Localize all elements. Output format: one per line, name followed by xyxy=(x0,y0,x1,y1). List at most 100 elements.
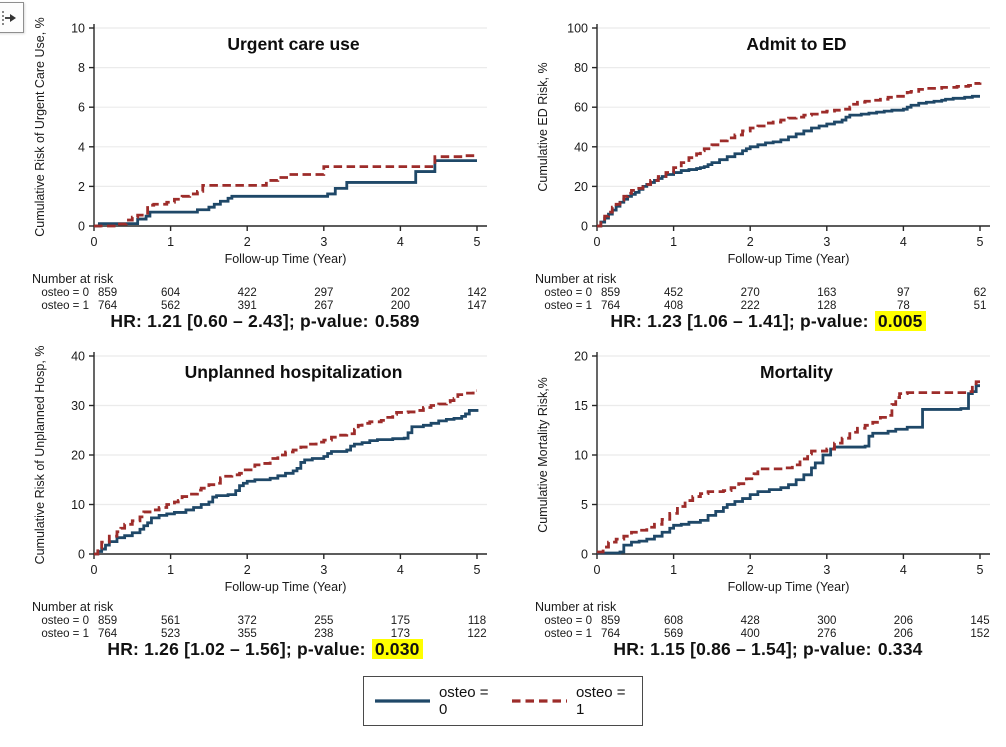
y-tick-label: 8 xyxy=(78,61,85,75)
at-risk-value: 175 xyxy=(391,615,410,627)
x-tick-label: 2 xyxy=(244,235,251,249)
legend-solid-line-icon xyxy=(375,699,430,703)
at-risk-value: 408 xyxy=(664,300,683,312)
y-tick-label: 20 xyxy=(574,180,588,194)
x-axis-label: Follow-up Time (Year) xyxy=(728,580,850,594)
x-tick-label: 1 xyxy=(670,563,677,577)
km-chart-mortality: 0 5 10 15 20 0 1 2 3 4 5 Mortality Cumulative Mortal… xyxy=(535,350,990,640)
at-risk-value: 267 xyxy=(314,300,333,312)
panel-urgent-care-use: 0 2 4 6 8 10 0 1 2 3 4 5 Urgent care use Cumulative R… xyxy=(0,12,503,332)
y-tick-label: 10 xyxy=(574,449,588,463)
at-risk-value: 145 xyxy=(970,615,989,627)
x-axis-label: Follow-up Time (Year) xyxy=(728,252,850,266)
y-tick-label: 0 xyxy=(581,220,588,234)
at-risk-row-label: osteo = 0 xyxy=(544,287,592,299)
number-at-risk-header: Number at risk xyxy=(535,600,617,614)
arrow-glyph xyxy=(2,10,16,25)
at-risk-value: 142 xyxy=(467,287,486,299)
p-value: 0.030 xyxy=(371,639,423,659)
hr-annotation-admit-to-ed: HR: 1.23 [1.06 – 1.41]; p-value: 0.005 xyxy=(533,311,1003,332)
at-risk-value: 222 xyxy=(741,300,760,312)
x-tick-label: 5 xyxy=(474,235,481,249)
x-axis-label: Follow-up Time (Year) xyxy=(225,580,347,594)
x-tick-label: 3 xyxy=(823,235,830,249)
x-tick-label: 1 xyxy=(167,563,174,577)
at-risk-row-label: osteo = 1 xyxy=(41,300,89,312)
x-tick-label: 1 xyxy=(167,235,174,249)
series-line-osteo=1 xyxy=(94,154,477,228)
at-risk-value: 400 xyxy=(741,628,760,640)
y-axis-label: Cumulative Risk of Unplanned Hosp, % xyxy=(33,346,47,565)
hr-text: HR: 1.26 [1.02 – 1.56]; p-value: xyxy=(107,639,366,659)
hr-annotation-mortality: HR: 1.15 [0.86 – 1.54]; p-value: 0.334 xyxy=(533,639,1003,660)
chart-title: Admit to ED xyxy=(746,34,846,54)
chart-title: Urgent care use xyxy=(227,34,360,54)
y-tick-label: 5 xyxy=(581,498,588,512)
legend-item-osteo-0: osteo = 0 xyxy=(374,684,495,718)
at-risk-value: 859 xyxy=(98,615,117,627)
at-risk-value: 51 xyxy=(974,300,987,312)
x-tick-label: 5 xyxy=(977,563,984,577)
at-risk-value: 300 xyxy=(817,615,836,627)
y-axis-label: Cumulative ED Risk, % xyxy=(536,62,550,191)
x-tick-label: 3 xyxy=(823,563,830,577)
at-risk-value: 238 xyxy=(314,628,333,640)
x-tick-label: 2 xyxy=(747,235,754,249)
at-risk-value: 122 xyxy=(467,628,486,640)
y-tick-label: 10 xyxy=(71,498,85,512)
at-risk-value: 604 xyxy=(161,287,181,299)
at-risk-row-label: osteo = 1 xyxy=(544,628,592,640)
x-tick-label: 0 xyxy=(91,563,98,577)
at-risk-value: 276 xyxy=(817,628,836,640)
y-tick-label: 0 xyxy=(581,548,588,562)
at-risk-value: 118 xyxy=(468,615,486,627)
x-tick-label: 0 xyxy=(91,235,98,249)
at-risk-value: 173 xyxy=(391,628,410,640)
y-tick-label: 0 xyxy=(78,548,85,562)
y-tick-label: 10 xyxy=(71,22,85,36)
x-tick-label: 0 xyxy=(594,235,601,249)
at-risk-value: 764 xyxy=(601,300,621,312)
at-risk-row-label: osteo = 1 xyxy=(544,300,592,312)
y-tick-label: 40 xyxy=(71,350,85,364)
km-chart-urgent-care: 0 2 4 6 8 10 0 1 2 3 4 5 Urgent care use Cumulative R… xyxy=(32,17,487,312)
x-tick-label: 4 xyxy=(900,235,907,249)
at-risk-value: 859 xyxy=(98,287,117,299)
at-risk-value: 200 xyxy=(391,300,410,312)
x-tick-label: 3 xyxy=(320,235,327,249)
at-risk-value: 355 xyxy=(238,628,257,640)
hr-annotation-unplanned-hosp: HR: 1.26 [1.02 – 1.56]; p-value: 0.030 xyxy=(30,639,500,660)
at-risk-value: 428 xyxy=(741,615,760,627)
at-risk-value: 206 xyxy=(894,615,913,627)
panel-mortality: 0 5 10 15 20 0 1 2 3 4 5 Mortality Cumulative Mortal… xyxy=(503,340,1006,660)
at-risk-value: 859 xyxy=(601,615,620,627)
x-tick-label: 2 xyxy=(747,563,754,577)
legend-label: osteo = 0 xyxy=(438,684,489,718)
at-risk-value: 128 xyxy=(817,300,836,312)
y-tick-label: 80 xyxy=(574,61,588,75)
y-axis-label: Cumulative Mortality Risk,% xyxy=(536,377,550,533)
at-risk-value: 422 xyxy=(238,287,257,299)
series-line-osteo=1 xyxy=(94,389,477,556)
panel-unplanned-hospitalization: 0 10 20 30 40 0 1 2 3 4 5 Unplanned hospitalization… xyxy=(0,340,503,660)
y-tick-label: 20 xyxy=(71,449,85,463)
series-line-osteo=0 xyxy=(94,408,479,556)
series-line-osteo=0 xyxy=(597,94,980,228)
hr-annotation-urgent-care: HR: 1.21 [0.60 – 2.43]; p-value: 0.589 xyxy=(30,311,500,332)
x-tick-label: 4 xyxy=(900,563,907,577)
series-line-osteo=0 xyxy=(94,159,477,228)
legend: osteo = 0 osteo = 1 xyxy=(363,676,643,726)
at-risk-value: 764 xyxy=(98,300,118,312)
move-right-arrow-icon[interactable] xyxy=(0,2,24,33)
at-risk-value: 202 xyxy=(391,287,410,299)
y-tick-label: 30 xyxy=(71,399,85,413)
at-risk-value: 452 xyxy=(664,287,683,299)
y-axis-label: Cumulative Risk of Urgent Care Use, % xyxy=(33,17,47,237)
at-risk-value: 523 xyxy=(161,628,180,640)
y-tick-label: 4 xyxy=(78,140,85,154)
at-risk-value: 859 xyxy=(601,287,620,299)
y-tick-label: 20 xyxy=(574,350,588,364)
at-risk-row-label: osteo = 1 xyxy=(41,628,89,640)
y-tick-label: 40 xyxy=(574,140,588,154)
at-risk-row-label: osteo = 0 xyxy=(41,287,89,299)
